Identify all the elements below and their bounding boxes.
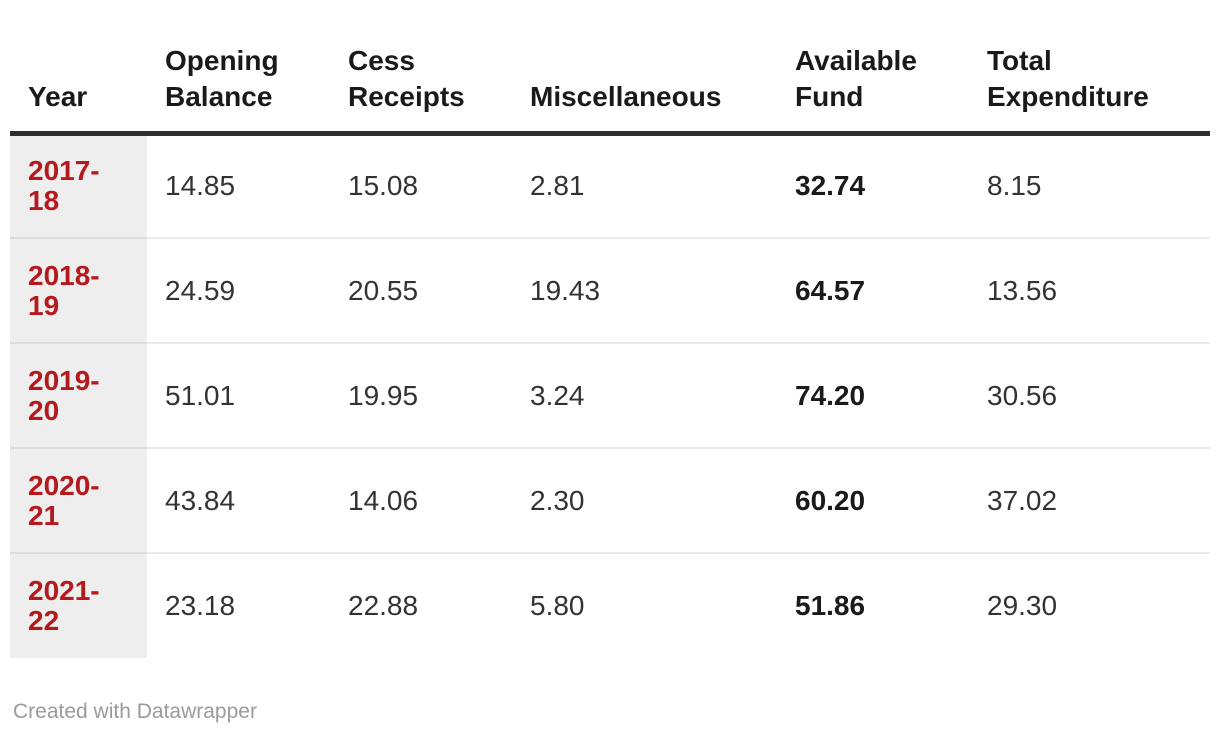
- cell-opening-balance: 24.59: [165, 274, 236, 306]
- header-cell-year: Year: [28, 80, 88, 112]
- cell-available-fund: 74.20: [795, 379, 866, 411]
- header-cell-total-expenditure: Total Expenditure: [987, 44, 1149, 112]
- cell-total-expenditure: 30.56: [987, 379, 1058, 411]
- header-cell-available-fund: Available Fund: [795, 44, 917, 112]
- cell-total-expenditure: 8.15: [987, 170, 1042, 202]
- cell-cess-receipts: 19.95: [348, 379, 419, 411]
- cell-total-expenditure: 13.56: [987, 274, 1058, 306]
- cell-opening-balance: 14.85: [165, 170, 236, 202]
- row-header-year: 2021-22: [10, 553, 147, 658]
- table-row-2020-21: 2020-21 43.84 14.06 2.30 60.20 37.02: [10, 448, 1210, 553]
- cell-cess-receipts: 22.88: [348, 590, 419, 621]
- cell-available-fund: 51.86: [795, 590, 866, 621]
- cell-miscellaneous: 19.43: [530, 274, 601, 306]
- row-header-year: 2017-18: [10, 133, 147, 238]
- table-row-2018-19: 2018-19 24.59 20.55 19.43 64.57 13.56: [10, 238, 1210, 343]
- row-header-year: 2020-21: [10, 448, 147, 553]
- row-header-year: 2018-19: [10, 238, 147, 343]
- header-row: Year Opening Balance Cess Receipts Misce…: [10, 33, 1210, 133]
- cell-cess-receipts: 14.06: [348, 484, 419, 516]
- cell-total-expenditure: 37.02: [987, 484, 1058, 516]
- cell-total-expenditure: 29.30: [987, 590, 1058, 621]
- row-header-year: 2019-20: [10, 343, 147, 448]
- cell-available-fund: 32.74: [795, 170, 866, 202]
- header-cell-opening-balance: Opening Balance: [165, 44, 279, 112]
- cell-miscellaneous: 2.81: [530, 170, 585, 202]
- cell-cess-receipts: 20.55: [348, 274, 419, 306]
- cell-available-fund: 60.20: [795, 484, 866, 516]
- table-row-2019-20: 2019-20 51.01 19.95 3.24 74.20 30.56: [10, 343, 1210, 448]
- cell-opening-balance: 23.18: [165, 590, 236, 621]
- table-row-2021-22: 2021-22 23.18 22.88 5.80 51.86 29.30: [10, 553, 1210, 658]
- cell-opening-balance: 51.01: [165, 379, 236, 411]
- data-table: Year Opening Balance Cess Receipts Misce…: [10, 33, 1210, 658]
- cell-miscellaneous: 2.30: [530, 484, 585, 516]
- table-header: Year Opening Balance Cess Receipts Misce…: [10, 33, 1210, 133]
- cell-cess-receipts: 15.08: [348, 170, 419, 202]
- datawrapper-table-page: Year Opening Balance Cess Receipts Misce…: [10, 33, 1210, 723]
- cell-available-fund: 64.57: [795, 274, 866, 306]
- footer-credit: Created with Datawrapper: [13, 700, 257, 723]
- table-row-2017-18: 2017-18 14.85 15.08 2.81 32.74 8.15: [10, 133, 1210, 238]
- header-cell-cess-receipts: Cess Receipts: [348, 44, 465, 112]
- table-body: 2017-18 14.85 15.08 2.81 32.74 8.15 2018…: [10, 133, 1210, 658]
- cell-miscellaneous: 3.24: [530, 379, 585, 411]
- header-cell-miscellaneous: Miscellaneous: [530, 80, 722, 112]
- cell-miscellaneous: 5.80: [530, 590, 585, 621]
- cell-opening-balance: 43.84: [165, 484, 236, 516]
